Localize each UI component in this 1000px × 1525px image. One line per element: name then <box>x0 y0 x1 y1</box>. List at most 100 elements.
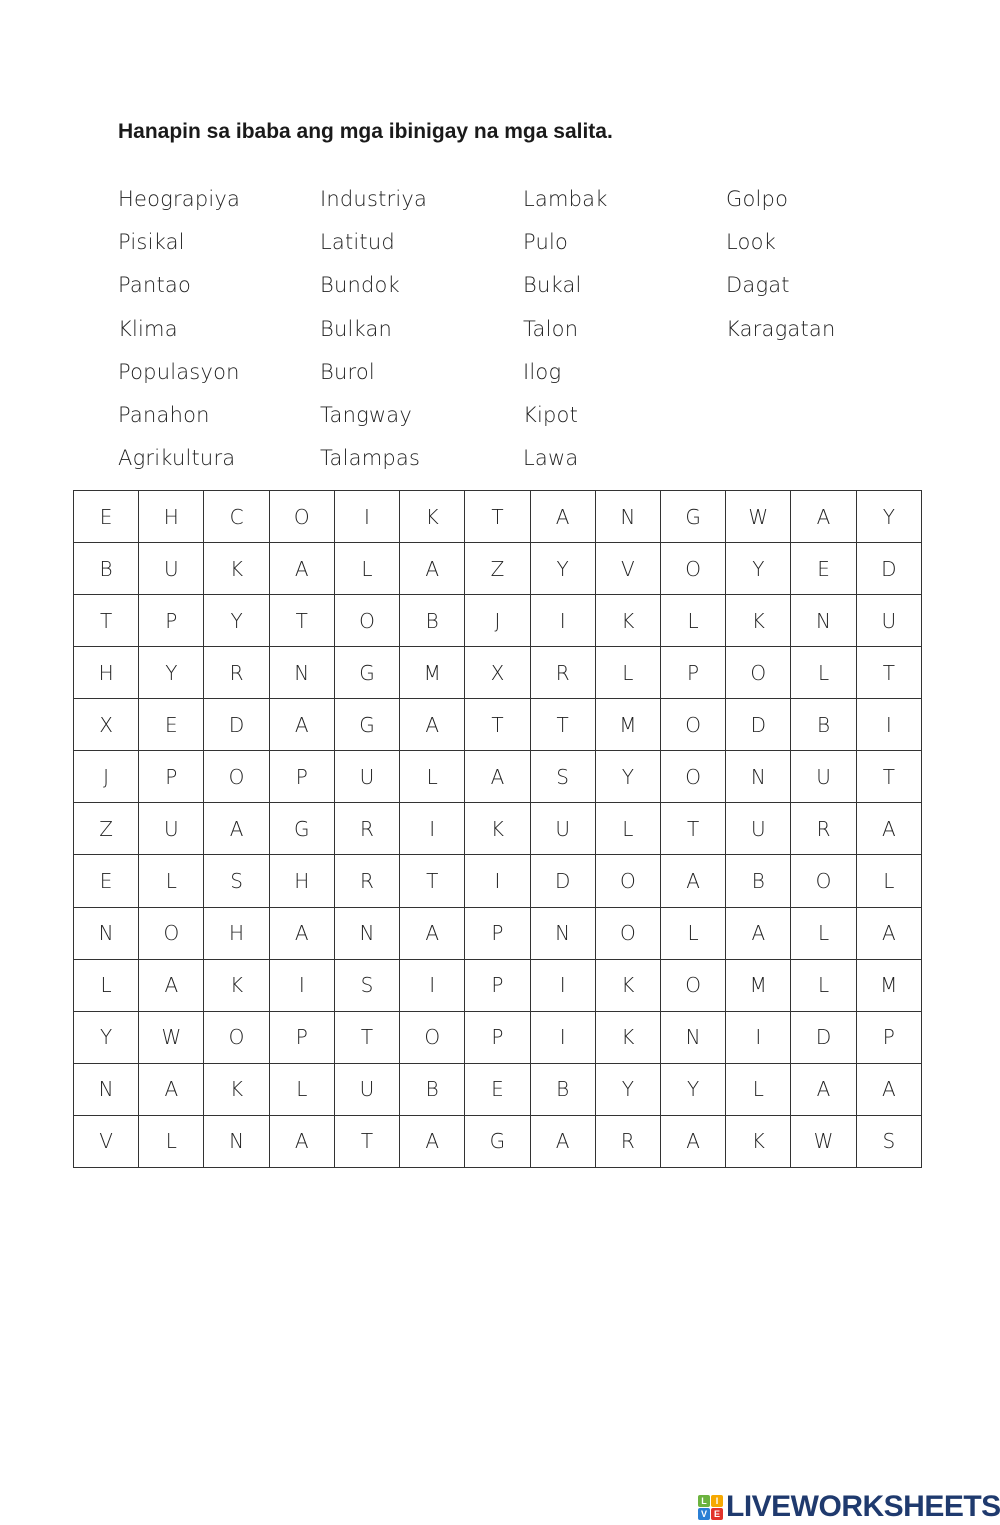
grid-cell[interactable]: T <box>855 750 923 804</box>
grid-cell[interactable]: I <box>399 802 466 856</box>
grid-cell[interactable]: P <box>268 750 335 804</box>
grid-cell[interactable]: I <box>725 1010 792 1064</box>
grid-cell[interactable]: N <box>72 906 140 960</box>
grid-cell[interactable]: L <box>659 594 727 648</box>
grid-cell[interactable]: P <box>464 958 531 1012</box>
grid-cell[interactable]: L <box>790 646 857 700</box>
grid-cell[interactable]: Y <box>659 1062 727 1116</box>
grid-cell[interactable]: B <box>725 854 792 908</box>
grid-cell[interactable]: I <box>333 489 401 544</box>
grid-cell[interactable]: H <box>268 854 335 908</box>
grid-cell[interactable]: O <box>659 958 727 1012</box>
grid-cell[interactable]: A <box>138 1062 205 1116</box>
grid-cell[interactable]: O <box>659 698 727 752</box>
grid-cell[interactable]: B <box>529 1062 596 1116</box>
grid-cell[interactable]: R <box>333 854 401 908</box>
grid-cell[interactable]: N <box>203 1114 270 1169</box>
grid-cell[interactable]: L <box>594 802 661 856</box>
grid-cell[interactable]: N <box>594 489 661 544</box>
grid-cell[interactable]: L <box>594 646 661 700</box>
grid-cell[interactable]: R <box>594 1114 661 1169</box>
grid-cell[interactable]: O <box>790 854 857 908</box>
grid-cell[interactable]: I <box>529 958 596 1012</box>
grid-cell[interactable]: X <box>72 698 140 752</box>
grid-cell[interactable]: H <box>138 489 205 544</box>
grid-cell[interactable]: P <box>855 1010 923 1064</box>
grid-cell[interactable]: Z <box>464 542 531 596</box>
grid-cell[interactable]: V <box>72 1114 140 1169</box>
grid-cell[interactable]: I <box>464 854 531 908</box>
grid-cell[interactable]: N <box>659 1010 727 1064</box>
grid-cell[interactable]: N <box>268 646 335 700</box>
grid-cell[interactable]: P <box>138 594 205 648</box>
grid-cell[interactable]: K <box>399 489 466 544</box>
grid-cell[interactable]: B <box>72 542 140 596</box>
grid-cell[interactable]: N <box>790 594 857 648</box>
grid-cell[interactable]: A <box>399 906 466 960</box>
grid-cell[interactable]: Z <box>72 802 140 856</box>
grid-cell[interactable]: S <box>855 1114 923 1169</box>
grid-cell[interactable]: D <box>203 698 270 752</box>
grid-cell[interactable]: D <box>529 854 596 908</box>
grid-cell[interactable]: N <box>529 906 596 960</box>
grid-cell[interactable]: A <box>855 802 923 856</box>
grid-cell[interactable]: R <box>529 646 596 700</box>
grid-cell[interactable]: A <box>529 489 596 544</box>
grid-cell[interactable]: T <box>399 854 466 908</box>
grid-cell[interactable]: T <box>529 698 596 752</box>
grid-cell[interactable]: T <box>464 489 531 544</box>
grid-cell[interactable]: I <box>529 594 596 648</box>
grid-cell[interactable]: R <box>203 646 270 700</box>
grid-cell[interactable]: A <box>725 906 792 960</box>
grid-cell[interactable]: Y <box>72 1010 140 1064</box>
grid-cell[interactable]: U <box>529 802 596 856</box>
grid-cell[interactable]: B <box>399 1062 466 1116</box>
grid-cell[interactable]: K <box>464 802 531 856</box>
grid-cell[interactable]: U <box>333 750 401 804</box>
grid-cell[interactable]: O <box>725 646 792 700</box>
grid-cell[interactable]: E <box>72 854 140 908</box>
grid-cell[interactable]: L <box>399 750 466 804</box>
grid-cell[interactable]: L <box>790 906 857 960</box>
grid-cell[interactable]: O <box>594 906 661 960</box>
grid-cell[interactable]: O <box>659 750 727 804</box>
grid-cell[interactable]: G <box>464 1114 531 1169</box>
grid-cell[interactable]: A <box>268 906 335 960</box>
grid-cell[interactable]: K <box>725 1114 792 1169</box>
grid-cell[interactable]: P <box>464 1010 531 1064</box>
grid-cell[interactable]: O <box>594 854 661 908</box>
grid-cell[interactable]: L <box>855 854 923 908</box>
grid-cell[interactable]: L <box>333 542 401 596</box>
grid-cell[interactable]: P <box>464 906 531 960</box>
grid-cell[interactable]: T <box>72 594 140 648</box>
grid-cell[interactable]: J <box>72 750 140 804</box>
grid-cell[interactable]: A <box>855 1062 923 1116</box>
grid-cell[interactable]: A <box>855 906 923 960</box>
grid-cell[interactable]: O <box>203 750 270 804</box>
grid-cell[interactable]: A <box>659 1114 727 1169</box>
grid-cell[interactable]: A <box>268 1114 335 1169</box>
grid-cell[interactable]: P <box>659 646 727 700</box>
grid-cell[interactable]: G <box>268 802 335 856</box>
grid-cell[interactable]: L <box>138 1114 205 1169</box>
grid-cell[interactable]: A <box>203 802 270 856</box>
grid-cell[interactable]: V <box>594 542 661 596</box>
grid-cell[interactable]: N <box>333 906 401 960</box>
grid-cell[interactable]: R <box>790 802 857 856</box>
grid-cell[interactable]: Y <box>594 1062 661 1116</box>
grid-cell[interactable]: T <box>855 646 923 700</box>
grid-cell[interactable]: R <box>333 802 401 856</box>
grid-cell[interactable]: M <box>855 958 923 1012</box>
grid-cell[interactable]: K <box>203 542 270 596</box>
grid-cell[interactable]: O <box>659 542 727 596</box>
grid-cell[interactable]: U <box>138 802 205 856</box>
grid-cell[interactable]: A <box>268 542 335 596</box>
grid-cell[interactable]: L <box>268 1062 335 1116</box>
grid-cell[interactable]: Y <box>725 542 792 596</box>
grid-cell[interactable]: K <box>725 594 792 648</box>
grid-cell[interactable]: L <box>725 1062 792 1116</box>
grid-cell[interactable]: I <box>399 958 466 1012</box>
grid-cell[interactable]: O <box>399 1010 466 1064</box>
grid-cell[interactable]: T <box>464 698 531 752</box>
grid-cell[interactable]: U <box>725 802 792 856</box>
